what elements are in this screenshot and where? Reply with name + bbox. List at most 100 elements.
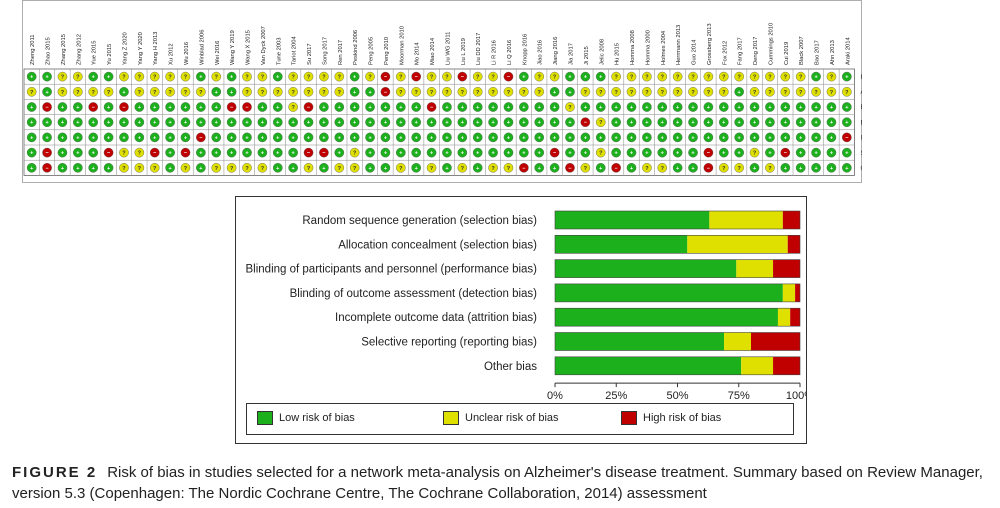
study-label: Wei 2016	[215, 41, 221, 65]
judgement-symbol: −	[384, 90, 387, 96]
judgement-symbol: ?	[138, 90, 142, 96]
judgement-symbol: +	[45, 75, 48, 81]
study-label: Ren 2017	[338, 40, 344, 65]
study-label: Jelic 2008	[599, 39, 605, 65]
judgement-symbol: +	[292, 166, 295, 172]
judgement-symbol: +	[615, 105, 618, 111]
judgement-low	[411, 117, 421, 127]
judgement-symbol: +	[107, 135, 110, 141]
judgement-symbol: ?	[768, 166, 772, 172]
judgement-unclear	[472, 87, 483, 97]
judgement-low	[180, 117, 191, 127]
judgement-low	[688, 162, 698, 173]
judgement-low	[103, 162, 114, 173]
judgement-symbol: +	[830, 120, 833, 126]
judgement-symbol: ?	[353, 151, 357, 157]
judgement-symbol: +	[461, 105, 464, 111]
judgement-symbol: ?	[338, 90, 342, 96]
judgement-symbol: +	[738, 151, 741, 157]
judgement-symbol: +	[338, 120, 341, 126]
judgement-low	[780, 162, 791, 173]
judgement-symbol: ?	[415, 90, 419, 96]
judgement-symbol: ?	[261, 90, 265, 96]
judgement-symbol: ?	[245, 90, 249, 96]
study-label: Zhang 2012	[76, 34, 82, 65]
judgement-low	[411, 147, 421, 158]
judgement-unclear	[718, 162, 729, 173]
judgement-low	[472, 162, 483, 173]
judgement-low	[426, 117, 437, 127]
judgement-low	[272, 117, 283, 127]
judgement-symbol: ?	[430, 90, 434, 96]
judgement-low	[334, 132, 345, 143]
judgement-symbol: +	[799, 166, 802, 172]
judgement-low	[457, 102, 468, 112]
judgement-low	[519, 132, 529, 143]
judgement-symbol: +	[645, 120, 648, 126]
judgement-low	[503, 132, 514, 143]
x-tick-label: 75%	[728, 390, 750, 402]
judgement-symbol: ?	[630, 90, 634, 96]
judgement-symbol: +	[338, 105, 341, 111]
judgement-symbol: ?	[553, 75, 557, 81]
judgement-low	[519, 102, 529, 112]
judgement-unclear	[396, 71, 406, 82]
study-label: Yang Y 2020	[138, 32, 144, 65]
judgement-unclear	[595, 117, 606, 127]
judgement-symbol: ?	[184, 90, 188, 96]
judgement-high	[196, 132, 206, 143]
judgement-unclear	[365, 71, 375, 82]
judgement-low	[42, 71, 52, 82]
judgement-low	[442, 102, 452, 112]
judgement-symbol: +	[753, 135, 756, 141]
judgement-symbol: +	[138, 120, 141, 126]
judgement-low	[580, 132, 591, 143]
judgement-low	[534, 162, 545, 173]
bar-segment-unclear	[736, 259, 774, 278]
judgement-symbol: ?	[291, 90, 295, 96]
judgement-low	[334, 102, 345, 112]
judgement-unclear	[349, 147, 360, 158]
domain-label: Allocation concealment (selection bias)	[861, 90, 862, 96]
judgement-low	[211, 102, 222, 112]
judgement-low	[595, 162, 606, 173]
judgement-symbol: ?	[76, 90, 80, 96]
judgement-low	[26, 147, 37, 158]
bar-outline	[554, 234, 801, 254]
legend-label-low: Low risk of bias	[279, 412, 355, 424]
judgement-symbol: +	[676, 135, 679, 141]
study-label: Yang H 2013	[153, 32, 159, 65]
judgement-symbol: +	[784, 135, 787, 141]
judgement-unclear	[595, 147, 606, 158]
judgement-symbol: +	[353, 120, 356, 126]
judgement-symbol: +	[153, 120, 156, 126]
judgement-low	[534, 147, 545, 158]
judgement-symbol: +	[292, 151, 295, 157]
judgement-low	[780, 132, 791, 143]
judgement-unclear	[718, 87, 729, 97]
judgement-low	[211, 132, 222, 143]
judgement-symbol: ?	[753, 90, 757, 96]
judgement-low	[642, 102, 652, 112]
study-label: Ji 2015	[584, 46, 590, 65]
judgement-symbol: +	[491, 120, 494, 126]
judgement-low	[626, 162, 637, 173]
judgement-symbol: ?	[291, 105, 295, 111]
judgement-symbol: +	[845, 151, 848, 157]
judgement-low	[396, 117, 406, 127]
judgement-symbol: +	[169, 151, 172, 157]
judgement-low	[703, 132, 714, 143]
judgement-low	[734, 147, 744, 158]
judgement-low	[103, 102, 114, 112]
judgement-unclear	[196, 87, 206, 97]
judgement-symbol: +	[753, 105, 756, 111]
judgement-symbol: ?	[430, 166, 434, 172]
judgement-symbol: ?	[76, 75, 80, 81]
judgement-symbol: +	[169, 135, 172, 141]
judgement-symbol: +	[184, 105, 187, 111]
judgement-low	[226, 132, 237, 143]
judgement-unclear	[242, 87, 252, 97]
judgement-unclear	[534, 71, 545, 82]
judgement-symbol: +	[230, 120, 233, 126]
judgement-symbol: +	[415, 151, 418, 157]
